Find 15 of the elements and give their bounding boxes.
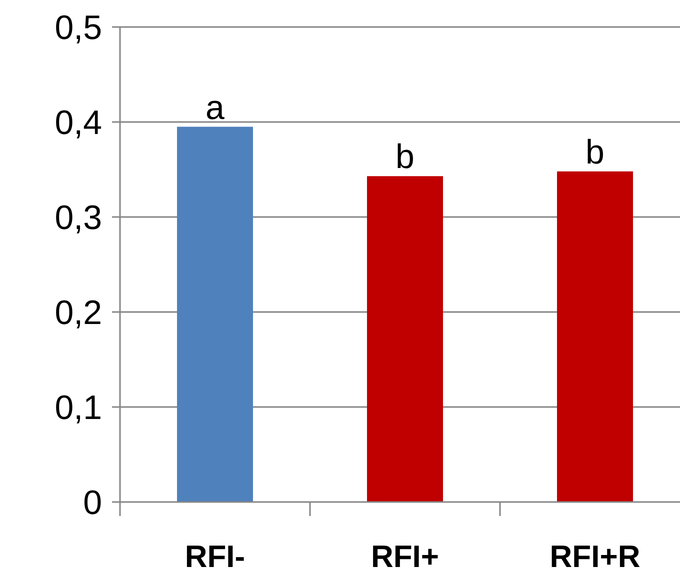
y-tick-label: 0,3 [54,198,102,237]
annotation: a [206,88,225,127]
bar [367,176,443,502]
y-tick-label: 0,1 [54,388,102,427]
bar [177,126,253,502]
y-tick-label: 0,5 [54,8,102,47]
x-tick-label: RFI+ [370,539,440,574]
annotation: b [396,138,414,176]
y-tick-label: 0,4 [54,104,102,142]
annotation: b [586,133,604,172]
y-tick-label: 0 [83,484,102,522]
y-tick-label: 0,2 [54,294,102,332]
bar [557,171,633,502]
x-tick-label: RFI- [184,539,246,574]
x-tick-label: RFI+R [550,539,640,574]
